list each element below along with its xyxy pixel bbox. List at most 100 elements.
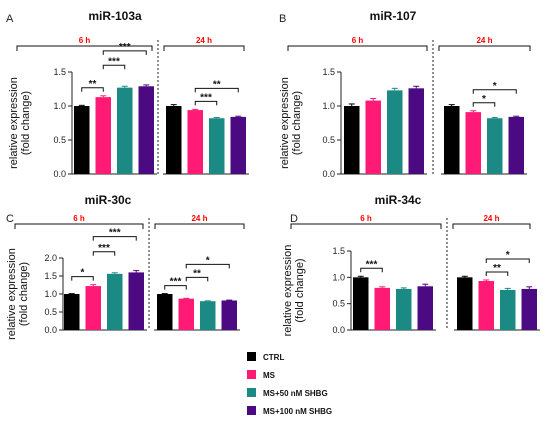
- significance-label: **: [213, 79, 221, 90]
- significance-bracket: [102, 64, 126, 70]
- significance-bracket: [185, 263, 230, 269]
- bar: [138, 86, 154, 174]
- y-axis-label-line-2: (fold change): [20, 91, 32, 155]
- y-tick-label: 1.5: [53, 67, 66, 77]
- significance-bracket: [92, 251, 116, 256]
- group-bracket: [452, 223, 531, 229]
- y-tick-label: 1.0: [322, 101, 335, 111]
- bar: [465, 112, 481, 174]
- legend-label: MS: [263, 371, 276, 380]
- y-tick-label: 0.5: [322, 135, 335, 145]
- y-tick-label: 0.0: [44, 325, 57, 335]
- significance-label: *: [206, 255, 210, 266]
- bar: [117, 87, 133, 174]
- bar: [417, 286, 433, 330]
- bar: [230, 116, 246, 174]
- significance-bracket: [194, 100, 218, 106]
- group-label: 24 h: [191, 214, 207, 223]
- bar: [166, 106, 182, 174]
- y-tick-label: 1.5: [44, 271, 57, 281]
- y-tick-label: 0.0: [322, 169, 335, 179]
- group-bracket: [287, 45, 428, 51]
- group-label: 24 h: [476, 36, 492, 45]
- group-bracket: [14, 223, 144, 229]
- panel-title: miR-107: [370, 9, 417, 23]
- significance-label: *: [506, 250, 510, 261]
- bar: [487, 118, 503, 174]
- significance-bracket: [360, 267, 383, 273]
- significance-bracket: [472, 89, 517, 94]
- significance-bracket: [92, 236, 137, 241]
- y-axis-label-line-2: (fold change): [18, 262, 30, 326]
- y-tick-label: 0.0: [332, 325, 345, 335]
- y-axis-label: relative expression (fold change): [279, 77, 303, 169]
- y-tick-label: 0.5: [332, 299, 345, 309]
- y-tick-label: 0.0: [53, 169, 66, 179]
- bar: [85, 286, 101, 330]
- bar: [157, 294, 173, 330]
- y-axis-label: relative expression (fold change): [6, 248, 30, 340]
- bar: [221, 300, 237, 330]
- significance-label: ***: [366, 259, 378, 270]
- significance-bracket: [472, 102, 496, 107]
- group-bracket: [154, 223, 245, 229]
- legend-label: MS+50 nM SHBG: [263, 389, 328, 398]
- y-tick-label: 1.0: [332, 272, 345, 282]
- bar: [508, 116, 524, 174]
- significance-bracket: [185, 276, 209, 282]
- significance-label: ***: [98, 243, 110, 254]
- panel-title: miR-103a: [88, 9, 142, 23]
- significance-label: ***: [119, 42, 131, 53]
- group-label: 24 h: [196, 36, 212, 45]
- significance-bracket: [164, 285, 187, 290]
- significance-label: ***: [170, 277, 182, 288]
- bar: [178, 298, 194, 330]
- significance-label: *: [482, 94, 486, 105]
- y-tick-label: 1.5: [332, 246, 345, 256]
- bar: [128, 272, 144, 330]
- legend-swatch: [247, 406, 256, 415]
- significance-label: ***: [108, 56, 120, 67]
- significance-label: **: [493, 263, 501, 274]
- y-tick-label: 1.0: [53, 101, 66, 111]
- group-label: 6 h: [360, 214, 372, 223]
- significance-label: *: [81, 268, 85, 279]
- bar: [478, 281, 494, 330]
- significance-label: ***: [109, 228, 121, 239]
- y-axis-label-line-1: relative expression: [279, 77, 291, 169]
- panel-letter: D: [290, 213, 298, 225]
- significance-bracket: [485, 271, 509, 276]
- group-bracket: [16, 45, 153, 51]
- group-label: 24 h: [483, 214, 499, 223]
- legend-swatch: [247, 352, 256, 361]
- bar: [187, 110, 203, 174]
- bar: [64, 294, 80, 330]
- y-tick-label: 1.5: [322, 67, 335, 77]
- significance-bracket: [485, 258, 530, 263]
- y-axis-label-line-1: relative expression: [8, 77, 20, 169]
- bar: [353, 277, 369, 330]
- bar: [457, 277, 473, 330]
- significance-bracket: [194, 87, 239, 93]
- bar: [521, 288, 537, 330]
- y-tick-label: 1.0: [44, 289, 57, 299]
- panel-title: miR-34c: [375, 193, 422, 207]
- group-label: 6 h: [79, 36, 91, 45]
- y-tick-label: 0.5: [44, 307, 57, 317]
- legend-label: MS+100 nM SHBG: [263, 407, 332, 416]
- significance-bracket: [71, 276, 94, 281]
- y-axis-label-line-2: (fold change): [294, 258, 306, 322]
- bar: [387, 90, 403, 174]
- legend: CTRL MS MS+50 nM SHBG MS+100 nM SHBG: [247, 352, 332, 416]
- y-tick-label: 0.5: [53, 135, 66, 145]
- bar: [374, 287, 390, 330]
- y-tick-label: 2.0: [44, 253, 57, 263]
- bar: [365, 100, 381, 174]
- y-axis-label: relative expression (fold change): [282, 245, 306, 337]
- panel-title: miR-30c: [85, 193, 132, 207]
